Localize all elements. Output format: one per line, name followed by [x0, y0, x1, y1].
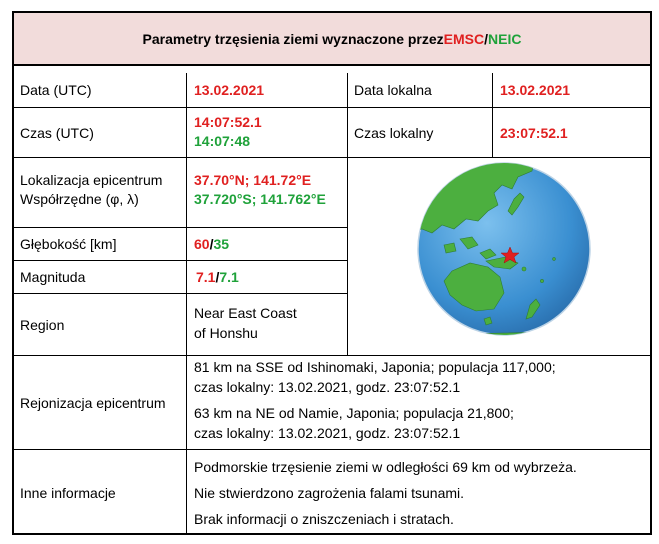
region-line2: of Honshu — [194, 325, 258, 341]
rejonizacja-a1: 81 km na SSE od Ishinomaki, Japonia; pop… — [194, 359, 556, 375]
title-neic: NEIC — [488, 30, 522, 47]
label-glebokosc: Głębokość [km] — [20, 236, 117, 252]
divider — [14, 449, 650, 450]
lokalizacja-emsc: 37.70°N; 141.72°E — [194, 172, 312, 188]
label-rejonizacja: Rejonizacja epicentrum — [20, 394, 166, 411]
divider — [14, 355, 650, 356]
divider — [186, 73, 187, 535]
title-text: Parametry trzęsienia ziemi wyznaczone pr… — [142, 30, 444, 47]
value-data-lokalna: 13.02.2021 — [500, 82, 571, 98]
value-data-utc: 13.02.2021 — [194, 82, 265, 98]
value-glebokosc: 60 / 35 — [187, 228, 347, 260]
table-title: Parametry trzęsienia ziemi wyznaczone pr… — [14, 13, 650, 66]
value-magnituda: 7.1 / 7.1 — [189, 261, 347, 293]
region-line1: Near East Coast — [194, 305, 297, 321]
red-star-icon — [500, 246, 520, 264]
inne-l2: Nie stwierdzono zagrożenia falami tsunam… — [194, 485, 465, 501]
value-region: Near East Coast of Honshu — [194, 303, 347, 347]
lokalizacja-neic: 37.720°S; 141.762°E — [194, 191, 326, 207]
divider — [14, 107, 650, 108]
divider — [14, 157, 650, 158]
label-data-lokalna: Data lokalna — [354, 82, 432, 98]
title-separator: / — [484, 30, 488, 47]
value-czas-lokalny: 23:07:52.1 — [500, 124, 568, 141]
glebokosc-sep: / — [209, 236, 214, 252]
label-magnituda: Magnituda — [20, 269, 86, 285]
divider — [14, 260, 347, 261]
label-lokalizacja-line1: Lokalizacja epicentrum — [20, 172, 163, 188]
rejonizacja-a2: czas lokalny: 13.02.2021, godz. 23:07:52… — [194, 379, 461, 395]
value-rejonizacja: 81 km na SSE od Ishinomaki, Japonia; pop… — [194, 357, 644, 447]
value-czas-utc: 14:07:52.1 14:07:48 — [194, 113, 344, 153]
earthquake-parameters-table: Parametry trzęsienia ziemi wyznaczone pr… — [12, 11, 652, 535]
label-lokalizacja: Lokalizacja epicentrum Współrzędne (φ, λ… — [20, 171, 186, 215]
title-emsc: EMSC — [443, 30, 485, 47]
label-czas-utc: Czas (UTC) — [20, 124, 94, 141]
value-lokalizacja: 37.70°N; 141.72°E 37.720°S; 141.762°E — [194, 171, 347, 215]
czas-utc-neic: 14:07:48 — [194, 133, 251, 149]
label-inne: Inne informacje — [20, 484, 116, 501]
magnituda-sep: / — [215, 269, 220, 285]
magnituda-neic: 7.1 — [219, 269, 239, 285]
label-region: Region — [20, 316, 65, 333]
globe-map-icon — [417, 162, 591, 336]
divider — [347, 73, 348, 355]
magnituda-emsc: 7.1 — [196, 269, 216, 285]
rejonizacja-b2: czas lokalny: 13.02.2021, godz. 23:07:52… — [194, 425, 461, 441]
rejonizacja-b1: 63 km na NE od Namie, Japonia; populacja… — [194, 405, 514, 421]
label-data-utc: Data (UTC) — [20, 82, 92, 98]
divider — [492, 73, 493, 157]
value-inne: Podmorskie trzęsienie ziemi w odległości… — [194, 454, 644, 534]
inne-l1: Podmorskie trzęsienie ziemi w odległości… — [194, 459, 577, 475]
glebokosc-emsc: 60 — [194, 236, 210, 252]
label-czas-lokalny: Czas lokalny — [354, 124, 434, 141]
glebokosc-neic: 35 — [213, 236, 230, 252]
inne-l3: Brak informacji o zniszczeniach i strata… — [194, 511, 454, 527]
divider — [14, 227, 347, 228]
czas-utc-emsc: 14:07:52.1 — [194, 114, 262, 130]
label-lokalizacja-line2: Współrzędne (φ, λ) — [20, 191, 139, 207]
divider — [14, 293, 347, 294]
